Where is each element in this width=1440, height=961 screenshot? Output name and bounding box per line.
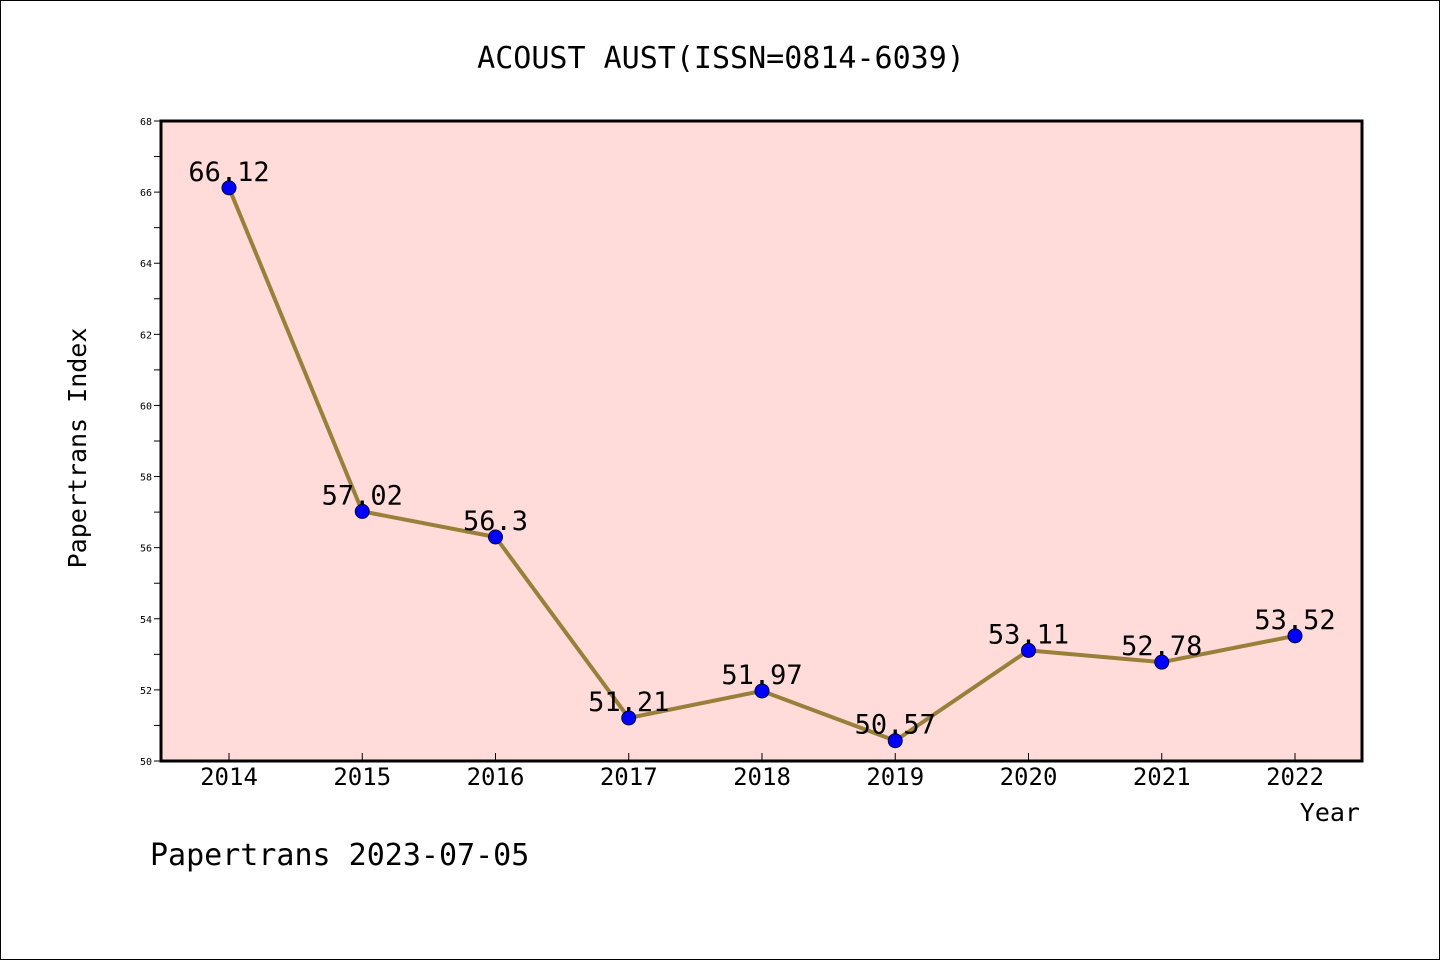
data-point xyxy=(1021,642,1036,658)
plot-area xyxy=(159,119,1364,763)
data-label: 57.02 xyxy=(322,480,403,511)
data-label: 51.21 xyxy=(588,687,669,718)
x-tick-label: 2022 xyxy=(1266,763,1324,791)
y-tick-label: 68 xyxy=(140,117,152,128)
y-axis: 50 52 54 56 58 60 62 64 66 68 xyxy=(140,117,161,768)
footer-credit: Papertrans 2023-07-05 xyxy=(150,838,529,873)
y-tick-label: 54 xyxy=(140,615,152,626)
data-label: 56.3 xyxy=(463,506,528,537)
x-axis-label: Year xyxy=(1300,798,1360,827)
data-label: 51.97 xyxy=(721,660,802,691)
y-tick-label: 52 xyxy=(140,686,152,697)
data-label: 53.52 xyxy=(1254,605,1335,636)
data-point xyxy=(221,180,237,196)
x-tick-label: 2018 xyxy=(733,763,791,791)
x-axis: 2014 2015 2016 2017 2018 2019 2020 2021 2022 xyxy=(200,753,1324,791)
y-tick-label: 56 xyxy=(140,544,152,555)
data-point xyxy=(1287,628,1303,644)
y-tick-label: 58 xyxy=(140,473,152,484)
x-tick-label: 2014 xyxy=(200,763,258,791)
y-tick-label: 62 xyxy=(140,330,152,341)
x-tick-label: 2016 xyxy=(467,763,525,791)
x-tick-label: 2017 xyxy=(600,763,658,791)
data-label: 53.11 xyxy=(988,619,1069,650)
x-tick-label: 2015 xyxy=(333,763,391,791)
chart-title: ACOUST AUST(ISSN=0814-6039) xyxy=(477,41,965,76)
x-tick-label: 2019 xyxy=(866,763,924,791)
y-tick-label: 50 xyxy=(140,757,152,768)
data-point xyxy=(1154,654,1170,670)
y-tick-label: 66 xyxy=(140,188,152,199)
data-point xyxy=(621,710,637,726)
y-axis-label: Papertrans Index xyxy=(63,328,92,569)
data-point xyxy=(488,529,503,545)
data-point xyxy=(754,683,770,699)
x-tick-label: 2021 xyxy=(1133,763,1191,791)
data-label: 66.12 xyxy=(188,157,269,188)
data-point xyxy=(354,503,370,519)
series-layer: 66.12 57.02 56.3 51.21 51.97 50.57 53.11 52.78 5… xyxy=(188,157,1336,749)
y-tick-label: 64 xyxy=(140,259,152,270)
y-tick-label: 60 xyxy=(140,401,152,412)
data-label: 50.57 xyxy=(855,710,936,741)
x-tick-label: 2020 xyxy=(1000,763,1058,791)
data-point xyxy=(887,733,903,749)
data-label: 52.78 xyxy=(1121,631,1202,662)
